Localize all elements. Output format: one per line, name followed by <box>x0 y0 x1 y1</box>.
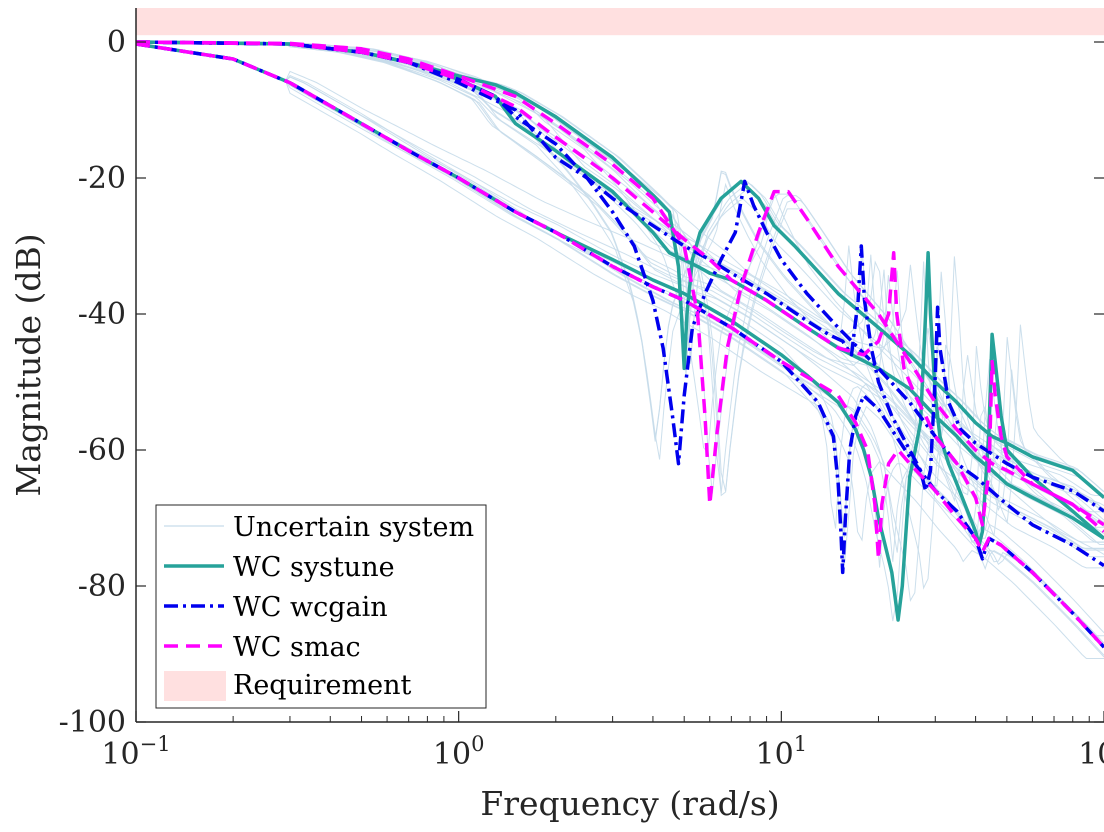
axes-frame <box>135 8 1104 723</box>
y-tick-label: -20 <box>78 161 126 196</box>
x-tick-label: 100 <box>433 732 485 772</box>
y-tick-label: -40 <box>78 297 126 332</box>
series-smac-line <box>136 40 1104 533</box>
requirement-band <box>136 8 1104 36</box>
legend-swatch-requirement <box>164 671 226 701</box>
series-smac-line <box>136 40 1104 527</box>
legend-label-uncertain: Uncertain system <box>233 512 474 543</box>
legend-label-systune: WC systune <box>233 552 395 583</box>
y-axis-label: Magnitude (dB) <box>9 233 48 496</box>
series-smac-line <box>136 42 1104 649</box>
y-tick-label: 0 <box>107 25 126 60</box>
worst-case-traces <box>136 40 1104 649</box>
series-systune-line <box>136 40 1104 499</box>
legend-label-wcgain: WC wcgain <box>233 592 388 623</box>
y-tick-label: -80 <box>78 569 126 604</box>
axis-ticks <box>135 41 1104 723</box>
series-wcgain-line <box>136 40 1104 568</box>
y-tick-label: -60 <box>78 433 126 468</box>
legend: Uncertain system WC systune WC wcgain WC… <box>155 504 487 709</box>
uncertain-trace <box>136 43 1104 590</box>
x-tick-label: 101 <box>756 732 808 772</box>
legend-label-smac: WC smac <box>233 632 361 663</box>
series-wcgain-line <box>136 40 1104 513</box>
x-tick-label: 102 <box>1078 732 1104 772</box>
uncertain-trace <box>136 43 1104 659</box>
uncertain-trace <box>136 41 1104 528</box>
legend-label-requirement: Requirement <box>233 670 411 701</box>
uncertain-trace <box>136 43 1104 603</box>
y-tick-label: -100 <box>59 705 126 740</box>
uncertain-trace <box>136 43 1104 644</box>
x-axis-label: Frequency (rad/s) <box>480 784 779 823</box>
x-tick-label: 10−1 <box>101 732 170 772</box>
